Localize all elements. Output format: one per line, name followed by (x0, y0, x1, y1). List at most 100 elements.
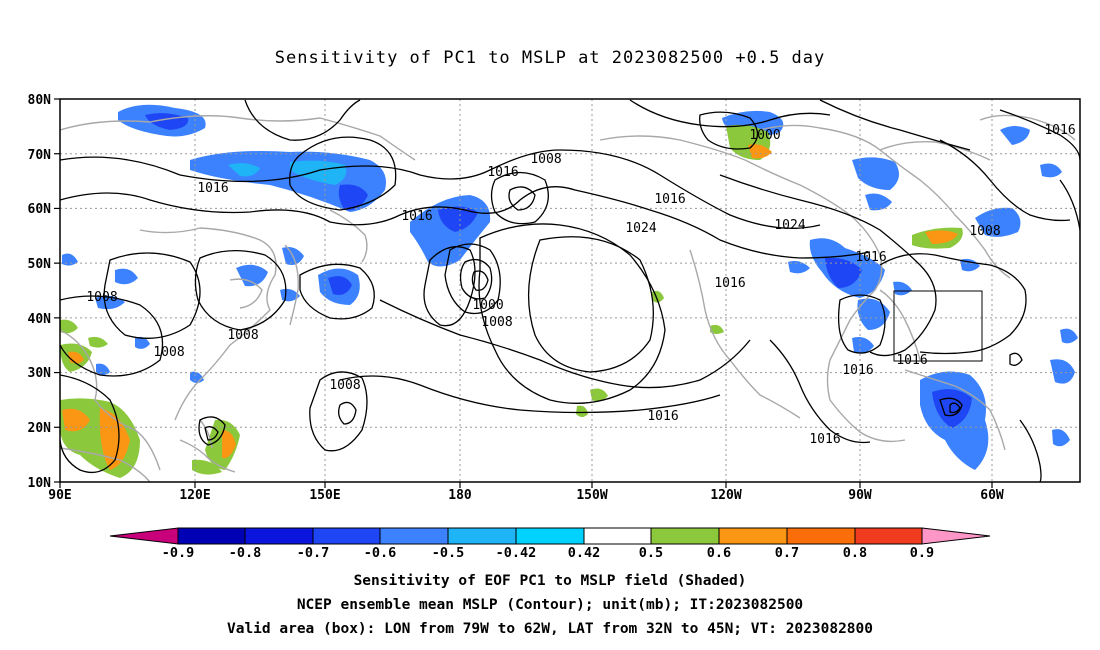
contour-label: 1008 (530, 152, 561, 167)
lat-label: 20N (28, 421, 52, 436)
colorbar-swatch (177, 527, 246, 545)
contour-label: 1000 (749, 128, 780, 143)
lat-label: 60N (28, 202, 52, 217)
colorbar-label: -0.6 (364, 545, 397, 561)
shade-patch (60, 319, 78, 334)
colorbar-label: 0.42 (568, 545, 601, 561)
lon-label: 60W (980, 488, 1004, 503)
shade-patch (960, 258, 980, 272)
shade-patch (852, 337, 874, 354)
colorbar-label: -0.9 (162, 545, 195, 561)
contour-label: 1024 (625, 221, 656, 236)
colorbar (109, 527, 991, 545)
shade-patch (99, 408, 130, 470)
mslp-contours (59, 99, 1081, 483)
shade-patch (590, 388, 608, 402)
shade-patch (925, 230, 958, 244)
shade-patch (825, 257, 862, 288)
shade-patch (1052, 429, 1070, 447)
colorbar-swatch (650, 527, 720, 545)
shade-patch (236, 264, 268, 287)
contour-label: 1008 (969, 224, 1000, 239)
contour-label: 1024 (774, 218, 805, 233)
contour-label: 1016 (401, 209, 432, 224)
colorbar-swatch (244, 527, 314, 545)
shade-patch (438, 206, 478, 232)
contour-label: 1016 (487, 165, 518, 180)
colorbar-label: -0.8 (229, 545, 262, 561)
colorbar-swatch (379, 527, 449, 545)
shade-patch (857, 298, 890, 330)
contour-label: 1008 (0, 0, 16, 4)
shade-patch (1040, 163, 1062, 178)
colorbar-label: 0.6 (707, 545, 731, 561)
colorbar-end-high (921, 527, 991, 545)
colorbar-labels: -0.9 -0.8 -0.7 -0.6 -0.5 -0.42 0.42 0.5 … (162, 545, 934, 561)
contour-label: 1016 (842, 363, 873, 378)
shade-patch (788, 260, 810, 274)
shade-patch (192, 459, 222, 475)
contour-labels: 1016 1008 1016 1016 1000 1008 1016 1024 … (0, 0, 1075, 447)
shade-patch (748, 144, 772, 159)
colorbar-swatch (786, 527, 856, 545)
contour-label: 1016 (647, 409, 678, 424)
shade-patch (975, 207, 1021, 237)
lat-label: 70N (28, 148, 52, 163)
contour-label: 1016 (1044, 123, 1075, 138)
valid-area-box (893, 290, 983, 362)
contour-label: 1008 (481, 315, 512, 330)
colorbar-end-low (109, 527, 179, 545)
colorbar-swatch (854, 527, 923, 545)
contour-label: 1008 (227, 328, 258, 343)
shade-patch (62, 408, 90, 432)
contour-label: 1008 (329, 378, 360, 393)
lon-label: 90W (848, 488, 872, 503)
shade-patch (1000, 126, 1030, 145)
shade-patch (865, 193, 892, 211)
contour-label: 1016 (896, 353, 927, 368)
lat-label: 40N (28, 312, 52, 327)
shade-patch (62, 253, 78, 266)
lon-axis-labels: 90E 120E 150E 180 150W 120W 90W 60W (48, 488, 1004, 503)
lat-label: 50N (28, 257, 52, 272)
lon-label: 180 (448, 488, 472, 503)
colorbar-label: 0.5 (639, 545, 663, 561)
lat-label: 10N (28, 476, 52, 491)
contour-label: 1000 (472, 298, 503, 313)
contour-label: 1016 (855, 250, 886, 265)
colorbar-label: 0.8 (843, 545, 867, 561)
shade-patch (135, 336, 150, 349)
contour-label: 1016 (809, 432, 840, 447)
shade-patch (228, 163, 260, 177)
caption-line-3: Valid area (box): LON from 79W to 62W, L… (226, 621, 873, 637)
colorbar-label: -0.42 (496, 545, 537, 561)
lon-label: 120E (179, 488, 210, 503)
shade-patch (893, 281, 912, 296)
shade-patch (710, 324, 724, 334)
map-frame (59, 98, 1081, 483)
lon-label: 120W (710, 488, 741, 503)
colorbar-label: -0.7 (297, 545, 330, 561)
shade-patch (88, 336, 108, 348)
shade-patch (290, 160, 347, 185)
sensitivity-shading (60, 104, 1078, 478)
colorbar-label: 0.7 (775, 545, 799, 561)
map-title: Sensitivity of PC1 to MSLP at 2023082500… (274, 48, 826, 68)
lon-label: 150W (576, 488, 607, 503)
colorbar-swatch (447, 527, 517, 545)
shade-patch (115, 268, 138, 285)
contour-label: 1008 (86, 290, 117, 305)
colorbar-label: -0.5 (432, 545, 465, 561)
contour-label: 1016 (652, 192, 683, 207)
contour-label: 1016 (197, 181, 228, 196)
shade-patch (1060, 328, 1078, 344)
contour-label: 1016 (714, 276, 745, 291)
lon-label: 90E (48, 488, 71, 503)
caption-line-2: NCEP ensemble mean MSLP (Contour); unit(… (296, 597, 804, 613)
colorbar-swatch (583, 527, 652, 545)
lon-label: 150E (309, 488, 340, 503)
contour-label: 1008 (153, 345, 184, 360)
shade-patch (328, 276, 352, 295)
shade-patch (338, 184, 368, 211)
